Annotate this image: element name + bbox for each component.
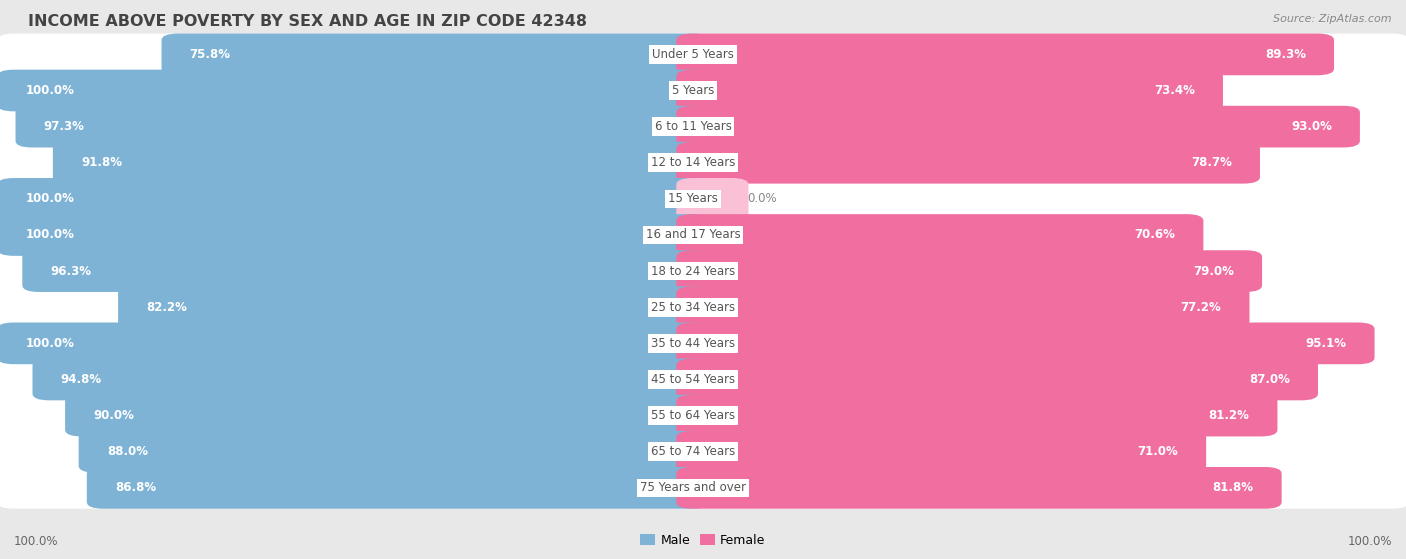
FancyBboxPatch shape [0, 467, 1406, 509]
FancyBboxPatch shape [676, 431, 1206, 472]
Text: 73.4%: 73.4% [1154, 84, 1195, 97]
Text: 25 to 34 Years: 25 to 34 Years [651, 301, 735, 314]
Text: 12 to 14 Years: 12 to 14 Years [651, 157, 735, 169]
Text: 35 to 44 Years: 35 to 44 Years [651, 337, 735, 350]
FancyBboxPatch shape [0, 359, 1406, 400]
FancyBboxPatch shape [15, 106, 710, 148]
Text: 100.0%: 100.0% [25, 337, 75, 350]
FancyBboxPatch shape [0, 395, 1406, 437]
Text: 45 to 54 Years: 45 to 54 Years [651, 373, 735, 386]
FancyBboxPatch shape [0, 70, 710, 111]
FancyBboxPatch shape [676, 70, 1223, 111]
Text: 79.0%: 79.0% [1194, 264, 1234, 278]
Text: 86.8%: 86.8% [115, 481, 156, 494]
FancyBboxPatch shape [0, 250, 1406, 292]
FancyBboxPatch shape [0, 214, 1406, 256]
Text: 89.3%: 89.3% [1265, 48, 1306, 61]
FancyBboxPatch shape [53, 142, 710, 183]
Text: 90.0%: 90.0% [93, 409, 134, 422]
Text: 94.8%: 94.8% [60, 373, 101, 386]
Legend: Male, Female: Male, Female [636, 529, 770, 552]
Text: 75.8%: 75.8% [190, 48, 231, 61]
FancyBboxPatch shape [0, 142, 1406, 183]
Text: 96.3%: 96.3% [51, 264, 91, 278]
FancyBboxPatch shape [0, 323, 710, 364]
Text: 16 and 17 Years: 16 and 17 Years [645, 229, 741, 241]
FancyBboxPatch shape [118, 286, 710, 328]
FancyBboxPatch shape [0, 178, 1406, 220]
Text: 95.1%: 95.1% [1305, 337, 1347, 350]
Text: 5 Years: 5 Years [672, 84, 714, 97]
FancyBboxPatch shape [0, 106, 1406, 148]
Text: 70.6%: 70.6% [1135, 229, 1175, 241]
FancyBboxPatch shape [0, 178, 710, 220]
Text: 100.0%: 100.0% [14, 534, 59, 548]
Text: 81.2%: 81.2% [1208, 409, 1250, 422]
FancyBboxPatch shape [65, 395, 710, 437]
FancyBboxPatch shape [0, 70, 1406, 111]
Text: 100.0%: 100.0% [25, 192, 75, 205]
Text: INCOME ABOVE POVERTY BY SEX AND AGE IN ZIP CODE 42348: INCOME ABOVE POVERTY BY SEX AND AGE IN Z… [28, 14, 588, 29]
FancyBboxPatch shape [676, 467, 1282, 509]
FancyBboxPatch shape [676, 178, 748, 220]
FancyBboxPatch shape [0, 286, 1406, 328]
Text: 75 Years and over: 75 Years and over [640, 481, 747, 494]
FancyBboxPatch shape [676, 142, 1260, 183]
Text: 15 Years: 15 Years [668, 192, 718, 205]
FancyBboxPatch shape [676, 395, 1278, 437]
Text: 88.0%: 88.0% [107, 445, 148, 458]
FancyBboxPatch shape [676, 214, 1204, 256]
FancyBboxPatch shape [676, 106, 1360, 148]
Text: Source: ZipAtlas.com: Source: ZipAtlas.com [1274, 14, 1392, 24]
Text: Under 5 Years: Under 5 Years [652, 48, 734, 61]
FancyBboxPatch shape [676, 286, 1250, 328]
FancyBboxPatch shape [676, 250, 1263, 292]
Text: 6 to 11 Years: 6 to 11 Years [655, 120, 731, 133]
FancyBboxPatch shape [676, 359, 1317, 400]
FancyBboxPatch shape [87, 467, 710, 509]
FancyBboxPatch shape [676, 323, 1375, 364]
Text: 81.8%: 81.8% [1212, 481, 1254, 494]
Text: 97.3%: 97.3% [44, 120, 84, 133]
Text: 87.0%: 87.0% [1249, 373, 1289, 386]
FancyBboxPatch shape [676, 34, 1334, 75]
Text: 100.0%: 100.0% [25, 84, 75, 97]
Text: 78.7%: 78.7% [1191, 157, 1232, 169]
FancyBboxPatch shape [32, 359, 710, 400]
Text: 93.0%: 93.0% [1291, 120, 1331, 133]
Text: 65 to 74 Years: 65 to 74 Years [651, 445, 735, 458]
FancyBboxPatch shape [79, 431, 710, 472]
Text: 71.0%: 71.0% [1137, 445, 1178, 458]
FancyBboxPatch shape [0, 323, 1406, 364]
FancyBboxPatch shape [0, 214, 710, 256]
Text: 77.2%: 77.2% [1181, 301, 1222, 314]
Text: 91.8%: 91.8% [82, 157, 122, 169]
Text: 55 to 64 Years: 55 to 64 Years [651, 409, 735, 422]
Text: 0.0%: 0.0% [748, 192, 778, 205]
FancyBboxPatch shape [162, 34, 710, 75]
FancyBboxPatch shape [22, 250, 710, 292]
FancyBboxPatch shape [0, 431, 1406, 472]
Text: 100.0%: 100.0% [1347, 534, 1392, 548]
FancyBboxPatch shape [0, 34, 1406, 75]
Text: 18 to 24 Years: 18 to 24 Years [651, 264, 735, 278]
Text: 100.0%: 100.0% [25, 229, 75, 241]
Text: 82.2%: 82.2% [146, 301, 187, 314]
